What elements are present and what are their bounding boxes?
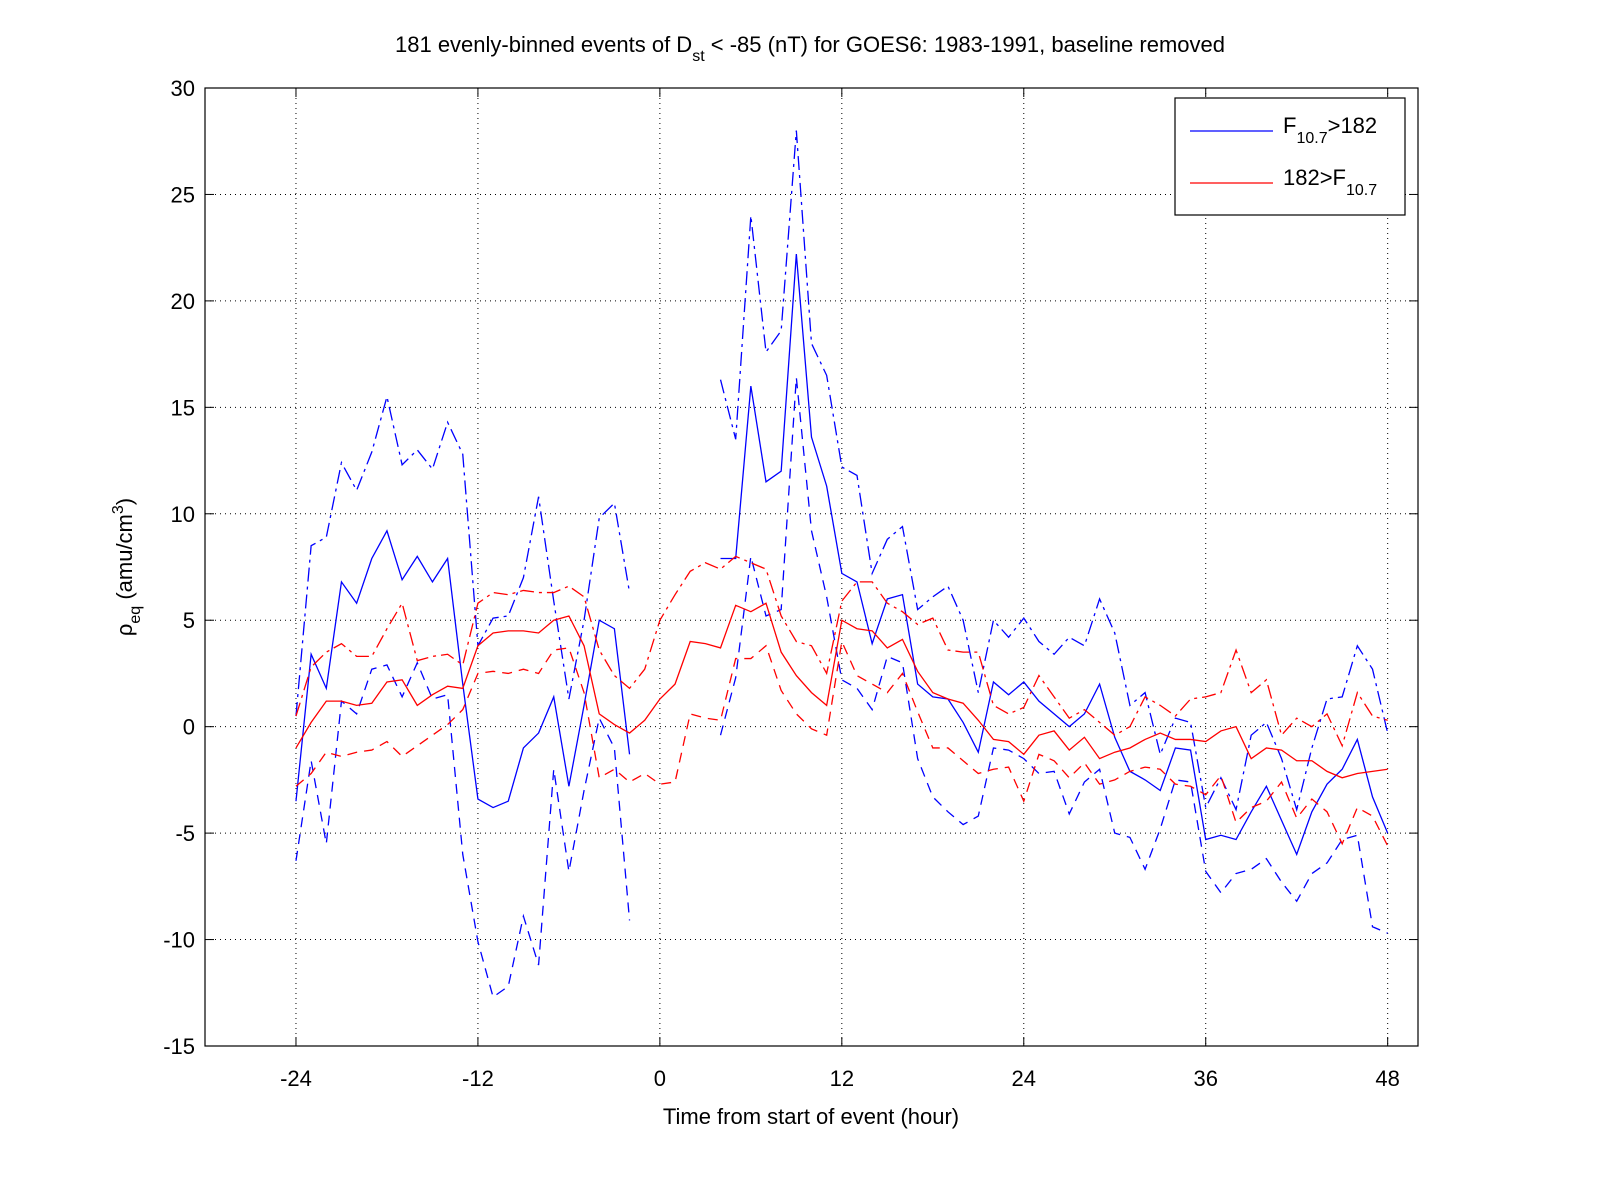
ylabel-sub: eq — [127, 606, 144, 624]
x-tick-label: 36 — [1193, 1066, 1217, 1091]
legend-label-part: >182 — [1328, 113, 1378, 138]
x-tick-label: -12 — [462, 1066, 494, 1091]
series-line — [295, 253, 1389, 857]
title-part: < -85 (nT) for GOES6: 1983-1991, baselin… — [705, 32, 1225, 57]
bound-line — [295, 377, 1388, 999]
y-tick-label: 0 — [183, 715, 195, 740]
legend-label: F10.7>182 — [1283, 113, 1377, 147]
y-tick-label: 30 — [171, 76, 195, 101]
bound-line — [295, 130, 1389, 813]
legend-label-part: 10.7 — [1346, 182, 1377, 199]
ylabel-sup: 3 — [110, 505, 127, 514]
legend-box — [1174, 97, 1406, 216]
axes-frame — [204, 87, 1419, 1047]
y-tick-label: 10 — [171, 502, 195, 527]
y-tick-label: 20 — [171, 289, 195, 314]
x-tick-label: 12 — [830, 1066, 854, 1091]
ylabel-part: (amu/cm — [112, 514, 137, 606]
x-tick-label: 24 — [1012, 1066, 1036, 1091]
y-tick-label: 15 — [171, 395, 195, 420]
x-tick-label: 0 — [654, 1066, 666, 1091]
x-tick-label: -24 — [280, 1066, 312, 1091]
ylabel-part: ρ — [112, 624, 137, 637]
legend-label-part: 182>F — [1283, 165, 1346, 190]
legend-label: 182>F10.7 — [1283, 165, 1377, 199]
title-part: 181 evenly-binned events of D — [395, 32, 692, 57]
y-tick-label: -5 — [175, 821, 195, 846]
series-line — [295, 602, 1388, 779]
x-tick-label: 48 — [1375, 1066, 1399, 1091]
chart-title: 181 evenly-binned events of Dst < -85 (n… — [395, 32, 1225, 65]
plot-area — [205, 88, 1418, 1046]
title-sub: st — [692, 48, 705, 65]
ylabel-part: ) — [112, 498, 137, 505]
y-tick-label: 5 — [183, 608, 195, 633]
bound-line — [295, 555, 1388, 748]
y-tick-label: -10 — [163, 928, 195, 953]
y-tick-label: -15 — [163, 1034, 195, 1059]
legend-label-part: F — [1283, 113, 1296, 138]
x-axis-label: Time from start of event (hour) — [663, 1104, 959, 1129]
legend-label-part: 10.7 — [1296, 130, 1327, 147]
bound-line — [295, 639, 1389, 847]
y-tick-label: 25 — [171, 182, 195, 207]
y-axis-label: ρeq (amu/cm3) — [110, 498, 144, 636]
